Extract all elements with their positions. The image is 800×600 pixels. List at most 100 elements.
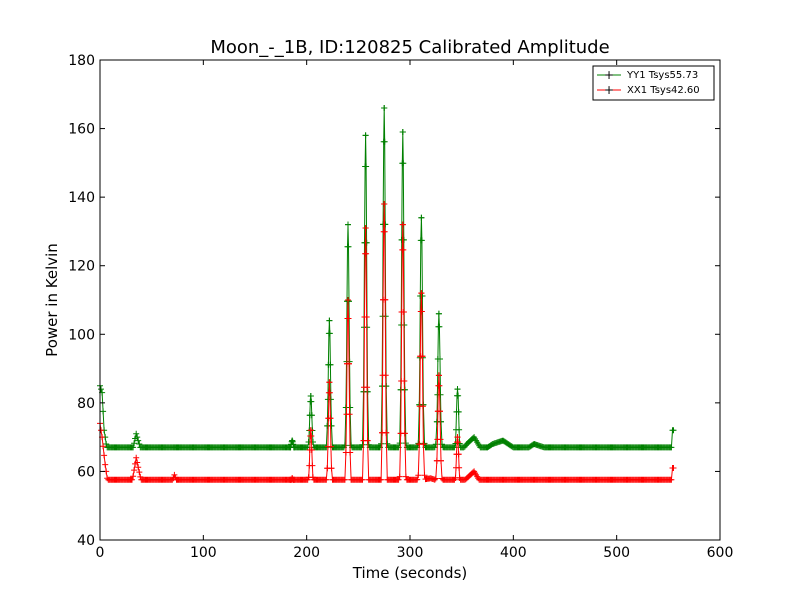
data-point — [454, 386, 461, 393]
x-tick-label: 500 — [603, 545, 630, 561]
data-point — [131, 467, 138, 474]
plot-area — [100, 60, 720, 540]
legend-marker-yy1: + — [604, 68, 614, 82]
data-point — [454, 434, 461, 441]
data-point — [436, 323, 443, 330]
data-point — [432, 475, 439, 482]
data-point — [396, 473, 403, 480]
data-point — [362, 132, 369, 139]
series-0 — [97, 105, 677, 451]
x-axis-label: Time (seconds) — [352, 564, 468, 582]
data-point — [381, 138, 388, 145]
data-point — [130, 473, 137, 480]
data-point — [362, 225, 369, 231]
data-point — [363, 250, 370, 257]
data-point — [364, 437, 371, 444]
data-point — [347, 449, 354, 456]
data-point — [670, 465, 677, 471]
data-point — [382, 221, 389, 228]
data-point — [101, 452, 108, 459]
data-point — [364, 384, 371, 391]
data-point — [308, 398, 315, 405]
data-point — [436, 382, 443, 389]
y-tick-label: 140 — [68, 190, 95, 206]
y-tick-label: 60 — [77, 464, 95, 480]
legend-marker-xx1: + — [604, 83, 614, 97]
data-point — [455, 392, 462, 399]
data-point — [378, 440, 385, 447]
data-point — [396, 440, 403, 447]
data-point — [345, 243, 352, 250]
data-point — [438, 418, 444, 425]
y-tick-label: 120 — [68, 259, 95, 275]
data-point — [419, 403, 426, 410]
data-point — [134, 434, 141, 441]
data-point — [420, 441, 427, 448]
x-tick-label: 600 — [707, 545, 734, 561]
data-point — [102, 461, 109, 468]
data-point — [309, 462, 316, 469]
data-point — [363, 163, 370, 170]
data-point — [327, 443, 334, 450]
data-point — [400, 236, 407, 243]
data-point — [455, 408, 462, 415]
data-point — [415, 440, 422, 447]
data-point — [326, 317, 333, 324]
data-point — [421, 440, 428, 447]
data-point — [419, 353, 426, 360]
data-point — [129, 476, 135, 483]
data-point — [133, 430, 140, 437]
x-tick-label: 200 — [293, 545, 320, 561]
data-point — [456, 464, 463, 471]
data-point — [326, 379, 333, 386]
data-point — [439, 441, 445, 448]
data-point — [327, 361, 334, 368]
data-point — [309, 439, 316, 445]
data-point — [670, 427, 677, 434]
data-point — [326, 330, 333, 337]
data-point — [100, 443, 107, 450]
data-point — [399, 221, 406, 228]
data-point — [418, 214, 425, 221]
data-point — [400, 246, 407, 253]
data-point — [381, 228, 388, 235]
data-point — [382, 372, 389, 379]
data-point — [421, 472, 428, 479]
data-point — [341, 442, 348, 449]
data-point — [400, 160, 407, 167]
data-point — [438, 457, 444, 464]
data-point — [136, 469, 143, 476]
x-tick-label: 100 — [190, 545, 217, 561]
data-point — [131, 440, 138, 447]
legend-box — [592, 65, 715, 101]
legend-label-yy1: YY1 Tsys55.73 — [626, 70, 698, 81]
data-point — [381, 105, 388, 111]
data-point — [134, 459, 141, 466]
data-point — [381, 201, 388, 207]
data-point — [135, 437, 142, 444]
data-point — [382, 296, 389, 303]
y-tick-label: 180 — [68, 53, 95, 69]
data-point — [415, 472, 422, 479]
data-point — [668, 476, 675, 483]
data-point — [345, 315, 352, 322]
data-point — [346, 411, 353, 418]
data-point — [323, 476, 330, 483]
data-point — [455, 451, 462, 458]
data-point — [307, 393, 314, 399]
data-point — [437, 356, 443, 362]
data-point — [308, 433, 315, 439]
data-point — [435, 310, 442, 317]
data-point — [437, 408, 443, 415]
data-point — [437, 436, 444, 443]
data-point — [432, 441, 439, 448]
data-point — [345, 297, 351, 303]
data-point — [668, 444, 675, 451]
data-point — [419, 293, 426, 299]
data-point — [401, 378, 408, 384]
data-point — [328, 422, 335, 429]
data-point — [418, 308, 425, 315]
data-point — [327, 415, 334, 422]
data-point — [431, 476, 438, 483]
x-tick-label: 300 — [397, 545, 424, 561]
